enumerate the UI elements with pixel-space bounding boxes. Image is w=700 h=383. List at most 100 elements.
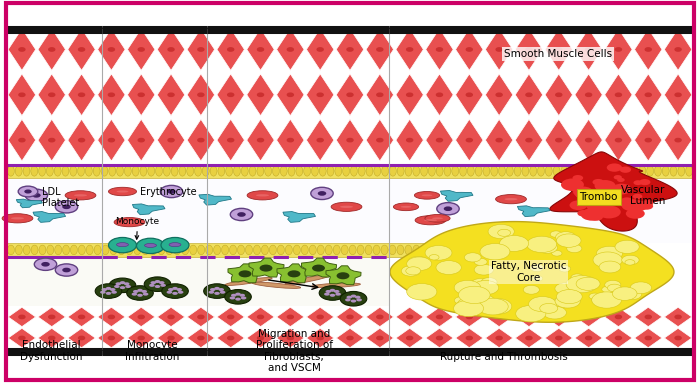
Circle shape [465, 294, 496, 311]
Ellipse shape [670, 166, 677, 176]
Polygon shape [515, 328, 543, 348]
Ellipse shape [166, 245, 173, 255]
Polygon shape [515, 29, 543, 70]
Circle shape [220, 291, 225, 294]
Polygon shape [127, 74, 155, 116]
Circle shape [100, 291, 106, 294]
Text: Monocyte: Monocyte [116, 217, 160, 239]
Circle shape [237, 212, 246, 217]
Ellipse shape [317, 245, 324, 255]
Circle shape [474, 259, 487, 265]
Polygon shape [426, 29, 453, 70]
Polygon shape [68, 119, 95, 161]
Ellipse shape [437, 245, 444, 255]
Ellipse shape [214, 245, 220, 255]
Circle shape [114, 285, 120, 288]
Polygon shape [456, 119, 483, 161]
Ellipse shape [125, 166, 132, 176]
Polygon shape [307, 74, 334, 116]
Circle shape [319, 286, 346, 300]
Circle shape [645, 336, 651, 340]
Circle shape [630, 282, 652, 294]
Polygon shape [396, 119, 424, 161]
Ellipse shape [413, 166, 420, 176]
Ellipse shape [381, 245, 388, 255]
Polygon shape [8, 307, 36, 327]
Ellipse shape [247, 191, 278, 200]
Circle shape [573, 187, 593, 198]
Polygon shape [68, 74, 95, 116]
Polygon shape [456, 328, 483, 348]
Circle shape [110, 288, 116, 291]
Polygon shape [187, 29, 215, 70]
Circle shape [351, 300, 356, 303]
Ellipse shape [483, 166, 490, 176]
Circle shape [437, 315, 442, 319]
Ellipse shape [623, 166, 630, 176]
Circle shape [610, 186, 619, 191]
Circle shape [356, 298, 362, 301]
Ellipse shape [568, 166, 575, 176]
Polygon shape [456, 29, 483, 70]
Circle shape [550, 231, 562, 237]
Ellipse shape [132, 166, 139, 176]
Ellipse shape [277, 245, 284, 255]
Circle shape [556, 232, 576, 243]
Ellipse shape [505, 198, 517, 200]
Ellipse shape [468, 166, 475, 176]
Polygon shape [8, 119, 36, 161]
Circle shape [260, 265, 272, 272]
Circle shape [466, 336, 473, 340]
Circle shape [19, 48, 25, 51]
Circle shape [138, 93, 144, 97]
Ellipse shape [134, 245, 141, 255]
Circle shape [106, 287, 111, 290]
Polygon shape [634, 74, 662, 116]
Circle shape [617, 178, 624, 182]
Polygon shape [38, 74, 66, 116]
Ellipse shape [400, 206, 412, 208]
Polygon shape [605, 307, 632, 327]
Circle shape [120, 281, 125, 284]
Ellipse shape [202, 166, 209, 176]
Circle shape [198, 139, 204, 142]
Circle shape [543, 306, 566, 319]
Polygon shape [545, 29, 573, 70]
Circle shape [586, 200, 609, 212]
Circle shape [555, 294, 580, 308]
Polygon shape [664, 119, 692, 161]
Ellipse shape [142, 245, 149, 255]
Polygon shape [68, 307, 95, 327]
Circle shape [464, 253, 481, 262]
Circle shape [317, 48, 323, 51]
Circle shape [19, 336, 25, 340]
Ellipse shape [257, 166, 264, 176]
Circle shape [25, 190, 32, 193]
Circle shape [466, 93, 473, 97]
Ellipse shape [15, 166, 22, 176]
Polygon shape [249, 258, 284, 277]
Circle shape [124, 282, 130, 285]
Ellipse shape [285, 275, 331, 285]
Ellipse shape [155, 166, 162, 176]
Polygon shape [247, 307, 274, 327]
Circle shape [407, 48, 413, 51]
Text: Migration and
Proliferation of
Fibroblasts,
and VSCM: Migration and Proliferation of Fibroblas… [256, 329, 332, 373]
Circle shape [407, 257, 432, 271]
Ellipse shape [150, 245, 157, 255]
Circle shape [141, 290, 147, 293]
Circle shape [287, 139, 293, 142]
Circle shape [496, 315, 502, 319]
Ellipse shape [421, 166, 428, 176]
Circle shape [586, 93, 592, 97]
Circle shape [176, 288, 182, 291]
Circle shape [437, 139, 442, 142]
Circle shape [458, 298, 478, 309]
Circle shape [401, 266, 421, 276]
Ellipse shape [70, 166, 77, 176]
Ellipse shape [225, 278, 272, 285]
Circle shape [594, 180, 615, 192]
Circle shape [228, 48, 234, 51]
Circle shape [168, 336, 174, 340]
Circle shape [437, 336, 442, 340]
